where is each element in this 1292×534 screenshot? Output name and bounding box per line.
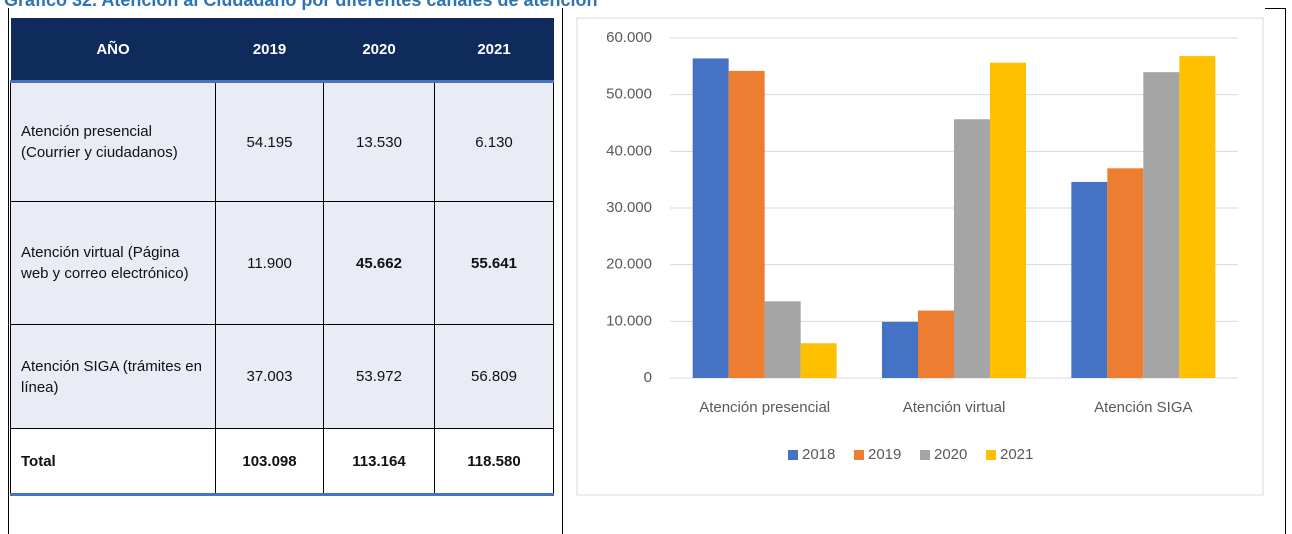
bar (918, 310, 954, 378)
bar (954, 119, 990, 379)
x-tick-label: Atención SIGA (1094, 399, 1192, 416)
bar (882, 321, 918, 378)
bar (800, 343, 837, 378)
table-row: Atención presencial (Courrier y ciudadan… (10, 81, 554, 202)
header-cell: AÑO (10, 18, 216, 83)
table-cell: 118.580 (434, 428, 554, 496)
table-cell: Total (10, 428, 216, 496)
bar (1143, 72, 1180, 379)
y-tick-label: 10.000 (606, 312, 652, 329)
bar (1179, 56, 1216, 378)
legend-label: 2020 (934, 446, 967, 463)
frame-line (562, 8, 563, 534)
bar (1107, 168, 1144, 378)
bar (990, 62, 1026, 379)
bar (1071, 181, 1108, 378)
table-row: Total 103.098 113.164 118.580 (10, 428, 554, 496)
header-cell: 2021 (434, 18, 554, 83)
frame-line (1265, 8, 1286, 9)
table-cell: 6.130 (434, 81, 554, 202)
table-cell: 113.164 (323, 428, 435, 496)
table-cell: 11.900 (215, 201, 324, 325)
y-tick-label: 40.000 (606, 142, 652, 159)
y-tick-label: 0 (644, 369, 652, 386)
table-cell: Atención presencial (Courrier y ciudadan… (10, 81, 216, 202)
frame-line (1285, 8, 1286, 534)
table-cell: 13.530 (323, 81, 435, 202)
header-cell: 2020 (323, 18, 435, 83)
y-tick-label: 30.000 (606, 199, 652, 216)
legend-swatch (788, 450, 798, 460)
table-row: Atención SIGA (trámites en línea) 37.003 5… (10, 324, 554, 429)
y-tick-label: 20.000 (606, 256, 652, 273)
legend-swatch (986, 450, 996, 460)
table-cell: 56.809 (434, 324, 554, 429)
frame-line (8, 8, 9, 534)
x-tick-label: Atención presencial (699, 399, 830, 416)
bar (728, 70, 765, 379)
figure-title: Gráfico 32. Atención al Ciudadano por di… (4, 0, 598, 10)
bar (764, 301, 801, 378)
header-cell: 2019 (215, 18, 324, 83)
legend-swatch (854, 450, 864, 460)
table-row: Atención virtual (Página web y correo el… (10, 201, 554, 325)
bar (692, 58, 729, 379)
table-cell: 103.098 (215, 428, 324, 496)
legend-label: 2021 (1000, 446, 1033, 463)
table-cell: Atención SIGA (trámites en línea) (10, 324, 216, 429)
table-cell: 54.195 (215, 81, 324, 202)
legend-swatch (920, 450, 930, 460)
x-tick-label: Atención virtual (903, 399, 1006, 416)
data-table: AÑO 2019 2020 2021 Atención presencial (Cour… (10, 18, 554, 496)
table-cell: Atención virtual (Página web y correo el… (10, 201, 216, 325)
legend-label: 2018 (802, 446, 835, 463)
table-cell: 55.641 (434, 201, 554, 325)
y-tick-label: 50.000 (606, 86, 652, 103)
legend-label: 2019 (868, 446, 901, 463)
y-tick-label: 60.000 (606, 29, 652, 46)
